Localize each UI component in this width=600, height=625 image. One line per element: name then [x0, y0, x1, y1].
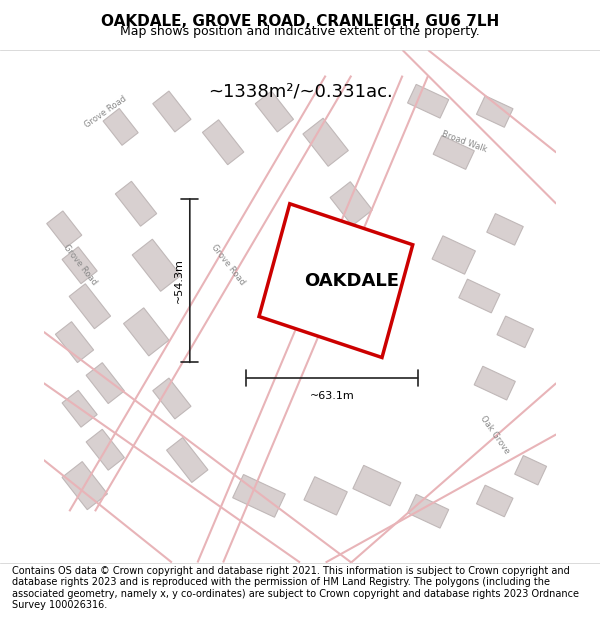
Text: Oak Grove: Oak Grove [478, 414, 511, 455]
Polygon shape [55, 322, 94, 362]
Polygon shape [476, 96, 513, 128]
Polygon shape [62, 391, 97, 427]
Polygon shape [62, 247, 97, 284]
Polygon shape [259, 204, 413, 358]
Polygon shape [115, 181, 157, 226]
Polygon shape [432, 236, 475, 274]
Text: Contains OS data © Crown copyright and database right 2021. This information is : Contains OS data © Crown copyright and d… [12, 566, 579, 611]
Polygon shape [474, 366, 515, 400]
Polygon shape [153, 91, 191, 132]
Polygon shape [233, 474, 286, 518]
Text: ~54.3m: ~54.3m [173, 258, 184, 303]
Polygon shape [476, 485, 513, 517]
Polygon shape [86, 362, 124, 404]
Polygon shape [202, 120, 244, 165]
Polygon shape [330, 182, 373, 226]
Polygon shape [497, 316, 533, 348]
Polygon shape [103, 109, 138, 145]
Polygon shape [433, 136, 475, 169]
Polygon shape [62, 462, 107, 509]
Polygon shape [69, 284, 110, 329]
Polygon shape [353, 466, 401, 506]
Text: Grove Road: Grove Road [61, 243, 98, 288]
Text: ~63.1m: ~63.1m [310, 391, 355, 401]
Polygon shape [153, 378, 191, 419]
Polygon shape [132, 239, 181, 291]
Polygon shape [47, 211, 82, 248]
Polygon shape [304, 477, 347, 515]
Text: Grove Road: Grove Road [209, 243, 247, 288]
Polygon shape [407, 84, 449, 118]
Polygon shape [303, 118, 349, 166]
Polygon shape [459, 279, 500, 313]
Text: Map shows position and indicative extent of the property.: Map shows position and indicative extent… [120, 24, 480, 38]
Text: Grove Road: Grove Road [83, 94, 128, 129]
Text: ~1338m²/~0.331ac.: ~1338m²/~0.331ac. [208, 82, 392, 100]
Polygon shape [515, 456, 547, 485]
Polygon shape [407, 494, 449, 528]
Polygon shape [255, 91, 293, 132]
Text: OAKDALE: OAKDALE [304, 272, 399, 289]
Text: Broad Walk: Broad Walk [440, 130, 488, 154]
Polygon shape [124, 308, 169, 356]
Polygon shape [167, 438, 208, 483]
Polygon shape [86, 429, 124, 470]
Text: OAKDALE, GROVE ROAD, CRANLEIGH, GU6 7LH: OAKDALE, GROVE ROAD, CRANLEIGH, GU6 7LH [101, 14, 499, 29]
Polygon shape [487, 214, 523, 245]
